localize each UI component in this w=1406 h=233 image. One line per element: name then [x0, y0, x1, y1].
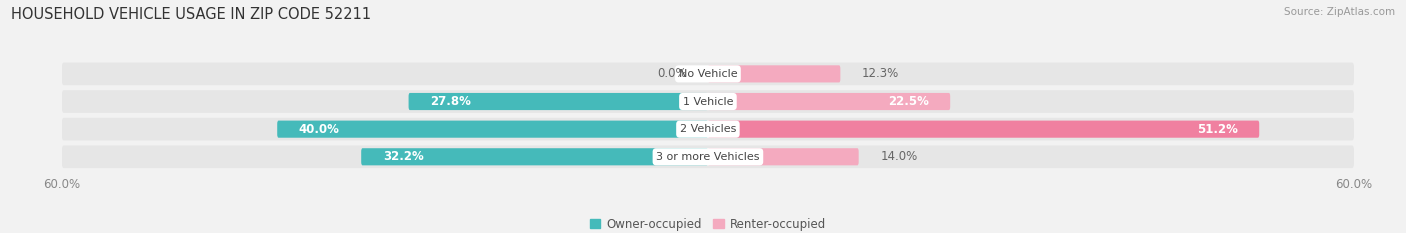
FancyBboxPatch shape	[62, 118, 1354, 140]
Text: Source: ZipAtlas.com: Source: ZipAtlas.com	[1284, 7, 1395, 17]
FancyBboxPatch shape	[361, 148, 709, 165]
Text: 40.0%: 40.0%	[298, 123, 340, 136]
FancyBboxPatch shape	[62, 145, 1354, 168]
FancyBboxPatch shape	[277, 121, 709, 138]
Text: 3 or more Vehicles: 3 or more Vehicles	[657, 152, 759, 162]
Text: 32.2%: 32.2%	[382, 150, 423, 163]
Text: 14.0%: 14.0%	[880, 150, 918, 163]
Text: 22.5%: 22.5%	[887, 95, 928, 108]
Text: HOUSEHOLD VEHICLE USAGE IN ZIP CODE 52211: HOUSEHOLD VEHICLE USAGE IN ZIP CODE 5221…	[11, 7, 371, 22]
FancyBboxPatch shape	[709, 148, 859, 165]
Text: No Vehicle: No Vehicle	[679, 69, 737, 79]
Text: 0.0%: 0.0%	[657, 67, 686, 80]
FancyBboxPatch shape	[709, 121, 1260, 138]
FancyBboxPatch shape	[409, 93, 709, 110]
FancyBboxPatch shape	[709, 93, 950, 110]
Legend: Owner-occupied, Renter-occupied: Owner-occupied, Renter-occupied	[589, 218, 827, 231]
Text: 51.2%: 51.2%	[1197, 123, 1237, 136]
FancyBboxPatch shape	[62, 90, 1354, 113]
FancyBboxPatch shape	[709, 65, 841, 82]
Text: 12.3%: 12.3%	[862, 67, 900, 80]
Text: 2 Vehicles: 2 Vehicles	[679, 124, 737, 134]
Text: 1 Vehicle: 1 Vehicle	[683, 96, 733, 106]
FancyBboxPatch shape	[62, 62, 1354, 85]
Text: 27.8%: 27.8%	[430, 95, 471, 108]
